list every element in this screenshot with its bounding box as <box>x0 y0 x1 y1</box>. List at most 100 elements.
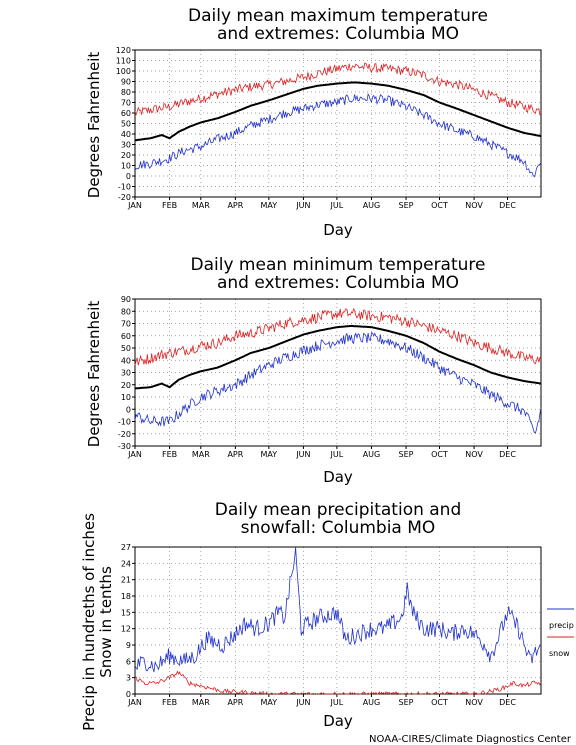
y-tick-label: 90 <box>121 78 131 87</box>
y-tick-label: 30 <box>121 369 131 378</box>
y-axis-label-line2: Snow in tenths <box>97 566 115 678</box>
chart-title-line2: snowfall: Columbia MO <box>241 518 436 538</box>
series-line-precip <box>134 546 542 673</box>
y-tick-label: 18 <box>121 592 131 601</box>
x-tick-label: NOV <box>465 201 483 210</box>
x-tick-label: DEC <box>499 450 516 459</box>
chart-title-line2: and extremes: Columbia MO <box>217 24 459 44</box>
chart-title-line1: Daily mean maximum temperature <box>188 6 488 26</box>
series-line-record-high <box>134 62 542 116</box>
x-tick-label: APR <box>227 201 243 210</box>
x-axis-label: Day <box>323 221 353 239</box>
x-tick-label: AUG <box>363 201 381 210</box>
x-tick-label: OCT <box>431 698 448 707</box>
x-tick-label: SEP <box>399 698 414 707</box>
x-tick-label: APR <box>227 698 243 707</box>
y-tick-label: 40 <box>121 130 131 139</box>
chart-title-line2: and extremes: Columbia MO <box>217 273 459 293</box>
series-line-snow <box>134 670 542 696</box>
series-line-mean-min <box>134 324 542 390</box>
x-axis-label: Day <box>323 712 353 730</box>
x-tick-label: SEP <box>399 450 414 459</box>
min-temp-panel: Daily mean minimum temperature and extre… <box>85 255 542 486</box>
x-tick-label: JUN <box>295 201 310 210</box>
x-tick-label: MAY <box>261 698 278 707</box>
y-tick-label: 20 <box>121 381 131 390</box>
x-tick-label: NOV <box>465 450 483 459</box>
y-tick-label: 110 <box>116 57 131 66</box>
credit-text: NOAA-CIRES/Climate Diagnostics Center <box>369 734 572 745</box>
y-tick-label: 40 <box>121 356 131 365</box>
chart-title-line1: Daily mean minimum temperature <box>191 255 486 275</box>
x-tick-label: DEC <box>499 201 516 210</box>
x-tick-label: APR <box>227 450 243 459</box>
y-tick-label: 60 <box>121 332 131 341</box>
x-tick-label: FEB <box>162 698 177 707</box>
plot-area: 0 3 6 9 12 15 18 21 24 27 JAN FEB MAR APR MAY JUN JUL AUG… <box>121 543 542 707</box>
y-axis-label: Degrees Fahrenheit <box>85 52 103 199</box>
x-tick-label: SEP <box>399 201 414 210</box>
y-tick-label: 50 <box>121 120 131 129</box>
series-line-mean-max <box>134 81 542 142</box>
x-tick-label: MAR <box>192 201 210 210</box>
y-tick-label: 70 <box>121 99 131 108</box>
plot-frame <box>134 546 542 695</box>
x-tick-label: MAR <box>192 698 210 707</box>
y-tick-label: 30 <box>121 141 131 150</box>
x-tick-label: JUL <box>330 698 344 707</box>
y-tick-label: 21 <box>121 576 131 585</box>
y-tick-label: 24 <box>121 559 131 568</box>
x-tick-label: DEC <box>499 698 516 707</box>
legend: precip snow <box>547 608 574 658</box>
x-tick-label: JUL <box>330 450 344 459</box>
y-tick-label: -30 <box>118 442 131 451</box>
y-tick-label: 20 <box>121 151 131 160</box>
x-tick-label: JAN <box>127 201 142 210</box>
y-tick-label: 80 <box>121 307 131 316</box>
series-line-record-low-max <box>134 93 542 178</box>
y-tick-label: -10 <box>118 418 131 427</box>
x-tick-label: MAY <box>261 450 278 459</box>
y-tick-label: 70 <box>121 320 131 329</box>
series-line-record-high-min <box>134 307 542 366</box>
chart-title-line1: Daily mean precipitation and <box>215 500 462 520</box>
y-tick-label: 9 <box>126 641 131 650</box>
y-tick-label: 15 <box>121 608 131 617</box>
y-tick-label: 60 <box>121 109 131 118</box>
y-tick-label: 120 <box>116 46 131 55</box>
x-tick-label: FEB <box>162 201 177 210</box>
x-tick-label: OCT <box>431 201 448 210</box>
plot-area: -30 -20 -10 0 10 20 30 40 50 60 70 80 90 JAN FEB MAR APR… <box>118 295 542 459</box>
x-axis-label: Day <box>323 468 353 486</box>
y-tick-label: 10 <box>121 162 131 171</box>
y-tick-label: 10 <box>121 393 131 402</box>
x-tick-label: FEB <box>162 450 177 459</box>
x-tick-label: JAN <box>127 450 142 459</box>
y-axis-label-line1: Precip in hundreths of inches <box>80 513 98 731</box>
y-tick-label: -10 <box>118 183 131 192</box>
x-tick-label: JUN <box>295 450 310 459</box>
series-line-record-low-min <box>134 332 542 434</box>
x-tick-label: JUN <box>295 698 310 707</box>
y-tick-label: 100 <box>116 67 131 76</box>
y-tick-label: 6 <box>126 657 131 666</box>
y-tick-label: 0 <box>126 172 131 181</box>
y-tick-label: -20 <box>118 430 131 439</box>
x-tick-label: NOV <box>465 698 483 707</box>
y-tick-label: 90 <box>121 295 131 304</box>
x-tick-label: AUG <box>363 698 381 707</box>
x-tick-label: MAR <box>192 450 210 459</box>
legend-label-snow: snow <box>549 649 570 658</box>
y-axis-label: Degrees Fahrenheit <box>85 301 103 448</box>
x-tick-label: JAN <box>127 698 142 707</box>
y-tick-label: 80 <box>121 88 131 97</box>
precip-panel: Daily mean precipitation and snowfall: C… <box>80 500 574 731</box>
y-tick-label: 50 <box>121 344 131 353</box>
y-tick-label: 3 <box>126 674 131 683</box>
x-tick-label: AUG <box>363 450 381 459</box>
y-tick-label: 27 <box>121 543 131 552</box>
y-tick-label: 0 <box>126 405 131 414</box>
legend-label-precip: precip <box>549 621 574 630</box>
y-tick-label: -20 <box>118 193 131 202</box>
